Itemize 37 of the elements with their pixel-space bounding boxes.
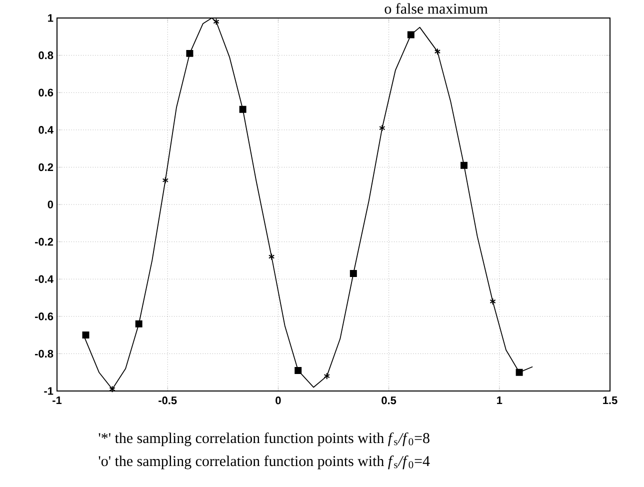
point <box>379 124 386 132</box>
point <box>350 270 357 277</box>
x-tick-label: -1 <box>52 396 62 404</box>
y-tick-label: -1 <box>44 387 54 395</box>
y-tick-label: 0.8 <box>38 51 54 60</box>
point <box>460 162 468 169</box>
y-tick-label: 0.4 <box>38 126 54 134</box>
x-tick-label: 0.5 <box>382 396 396 404</box>
x-tick-label: 0 <box>276 396 281 404</box>
point <box>268 253 275 260</box>
y-tick-label: -0.6 <box>35 312 54 320</box>
x-tick-label: -0.5 <box>158 396 177 404</box>
y-tick-label: 0.6 <box>38 88 54 96</box>
y-tick-label: 0 <box>48 200 54 208</box>
text: o false maximum <box>384 3 488 14</box>
y-tick-label: -0.2 <box>35 238 54 246</box>
point <box>162 176 168 184</box>
point <box>407 31 414 38</box>
text: '*' the sampling correlation function points with f$_{s}$/f$_{0}$=8 <box>98 432 430 446</box>
y-tick-label: -0.4 <box>35 275 54 283</box>
x-tick-label: 1 <box>497 396 502 404</box>
point <box>186 50 194 57</box>
point <box>82 332 90 339</box>
point <box>135 320 142 328</box>
point <box>109 386 116 393</box>
text: 'o' the sampling correlation function points with f$_{s}$/f$_{0}$=4 <box>98 455 430 470</box>
point <box>239 106 246 113</box>
y-tick-label: 1 <box>48 14 54 22</box>
point <box>324 372 330 380</box>
x-tick-label: 1.5 <box>603 396 618 404</box>
point <box>213 18 220 26</box>
point <box>434 48 441 56</box>
y-tick-label: 0.2 <box>38 163 54 172</box>
y-tick-label: -0.8 <box>35 350 54 358</box>
point <box>294 366 302 374</box>
point <box>490 298 496 305</box>
point <box>516 368 523 376</box>
